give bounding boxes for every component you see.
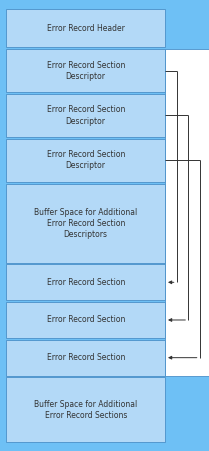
Text: Error Record Section
Descriptor: Error Record Section Descriptor xyxy=(47,60,125,81)
Bar xyxy=(6,340,165,376)
Bar xyxy=(6,302,165,338)
Bar xyxy=(6,139,165,182)
Text: Buffer Space for Additional
Error Record Sections: Buffer Space for Additional Error Record… xyxy=(34,400,137,420)
Text: Error Record Section: Error Record Section xyxy=(47,278,125,287)
Bar xyxy=(6,264,165,300)
Bar xyxy=(6,94,165,137)
Bar xyxy=(6,184,165,262)
Text: Buffer Space for Additional
Error Record Section
Descriptors: Buffer Space for Additional Error Record… xyxy=(34,207,137,239)
Bar xyxy=(6,49,165,92)
Text: Error Record Section
Descriptor: Error Record Section Descriptor xyxy=(47,150,125,170)
Bar xyxy=(6,377,165,442)
Text: Error Record Section: Error Record Section xyxy=(47,353,125,362)
Bar xyxy=(6,9,165,47)
Text: Error Record Header: Error Record Header xyxy=(47,23,125,32)
Text: Error Record Section: Error Record Section xyxy=(47,316,125,324)
Bar xyxy=(165,49,209,376)
Text: Error Record Section
Descriptor: Error Record Section Descriptor xyxy=(47,106,125,125)
